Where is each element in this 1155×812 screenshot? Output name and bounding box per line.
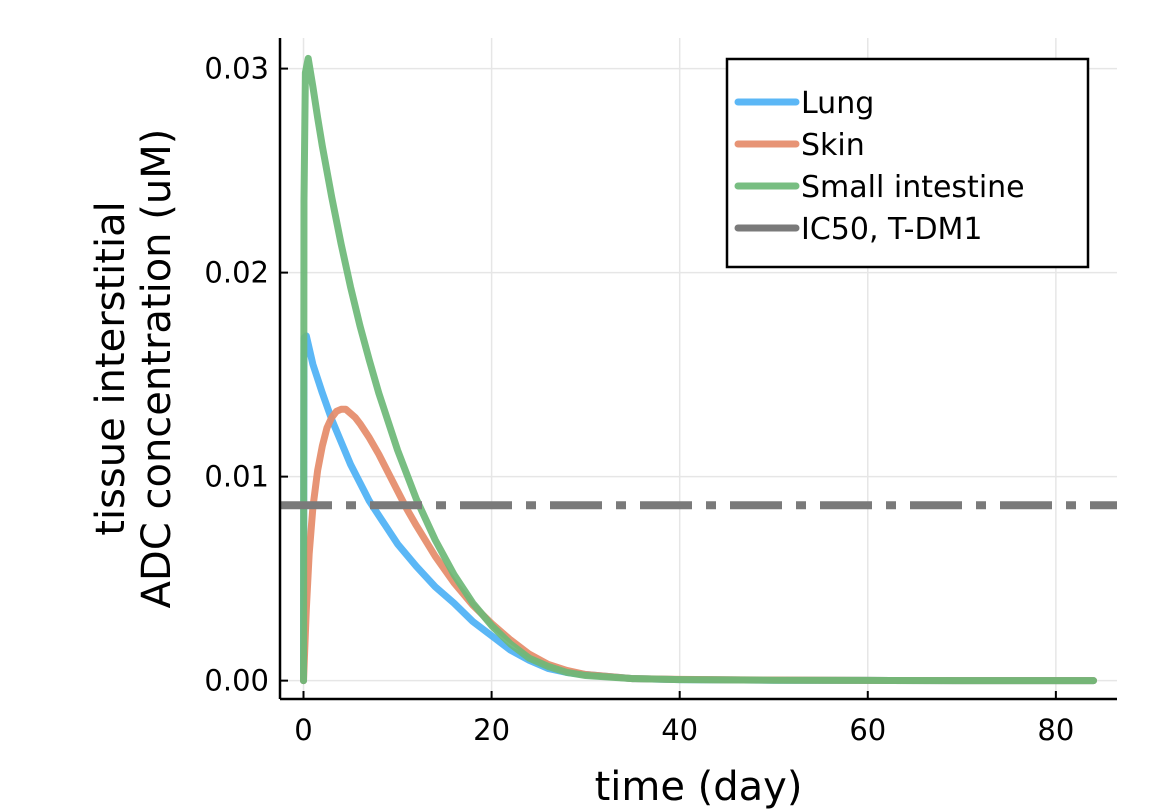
legend-label-2: Small intestine [801,170,1025,205]
legend: Lung Skin Small intestine IC50, T-DM1 [725,57,1090,269]
x-tick-label-3: 60 [849,713,886,747]
y-axis-title: tissue interstitial ADC concentration (u… [88,129,180,609]
x-ticks: 0 20 40 60 80 [294,691,1074,747]
legend-label-0: Lung [801,86,874,121]
series-line-1 [300,405,1097,685]
x-tick-label-1: 20 [473,713,510,747]
legend-label-1: Skin [801,128,865,163]
axes [278,38,1117,701]
x-tick-label-0: 0 [294,713,312,747]
x-axis-title: time (day) [595,764,803,810]
y-axis-title-line-2: ADC concentration (uM) [134,129,180,609]
x-tick-label-4: 80 [1037,713,1074,747]
y-tick-label-3: 0.03 [204,52,269,86]
y-tick-label-0: 0.00 [204,664,269,698]
y-tick-label-1: 0.01 [204,460,269,494]
series-layer [280,54,1117,685]
legend-box [725,57,1090,269]
y-axis-title-line-1: tissue interstitial [88,201,134,535]
series-line-2 [300,54,1097,685]
legend-label-3: IC50, T-DM1 [801,212,983,247]
y-ticks: 0.00 0.01 0.02 0.03 [204,52,288,698]
x-tick-label-2: 40 [661,713,698,747]
y-tick-label-2: 0.02 [204,256,269,290]
